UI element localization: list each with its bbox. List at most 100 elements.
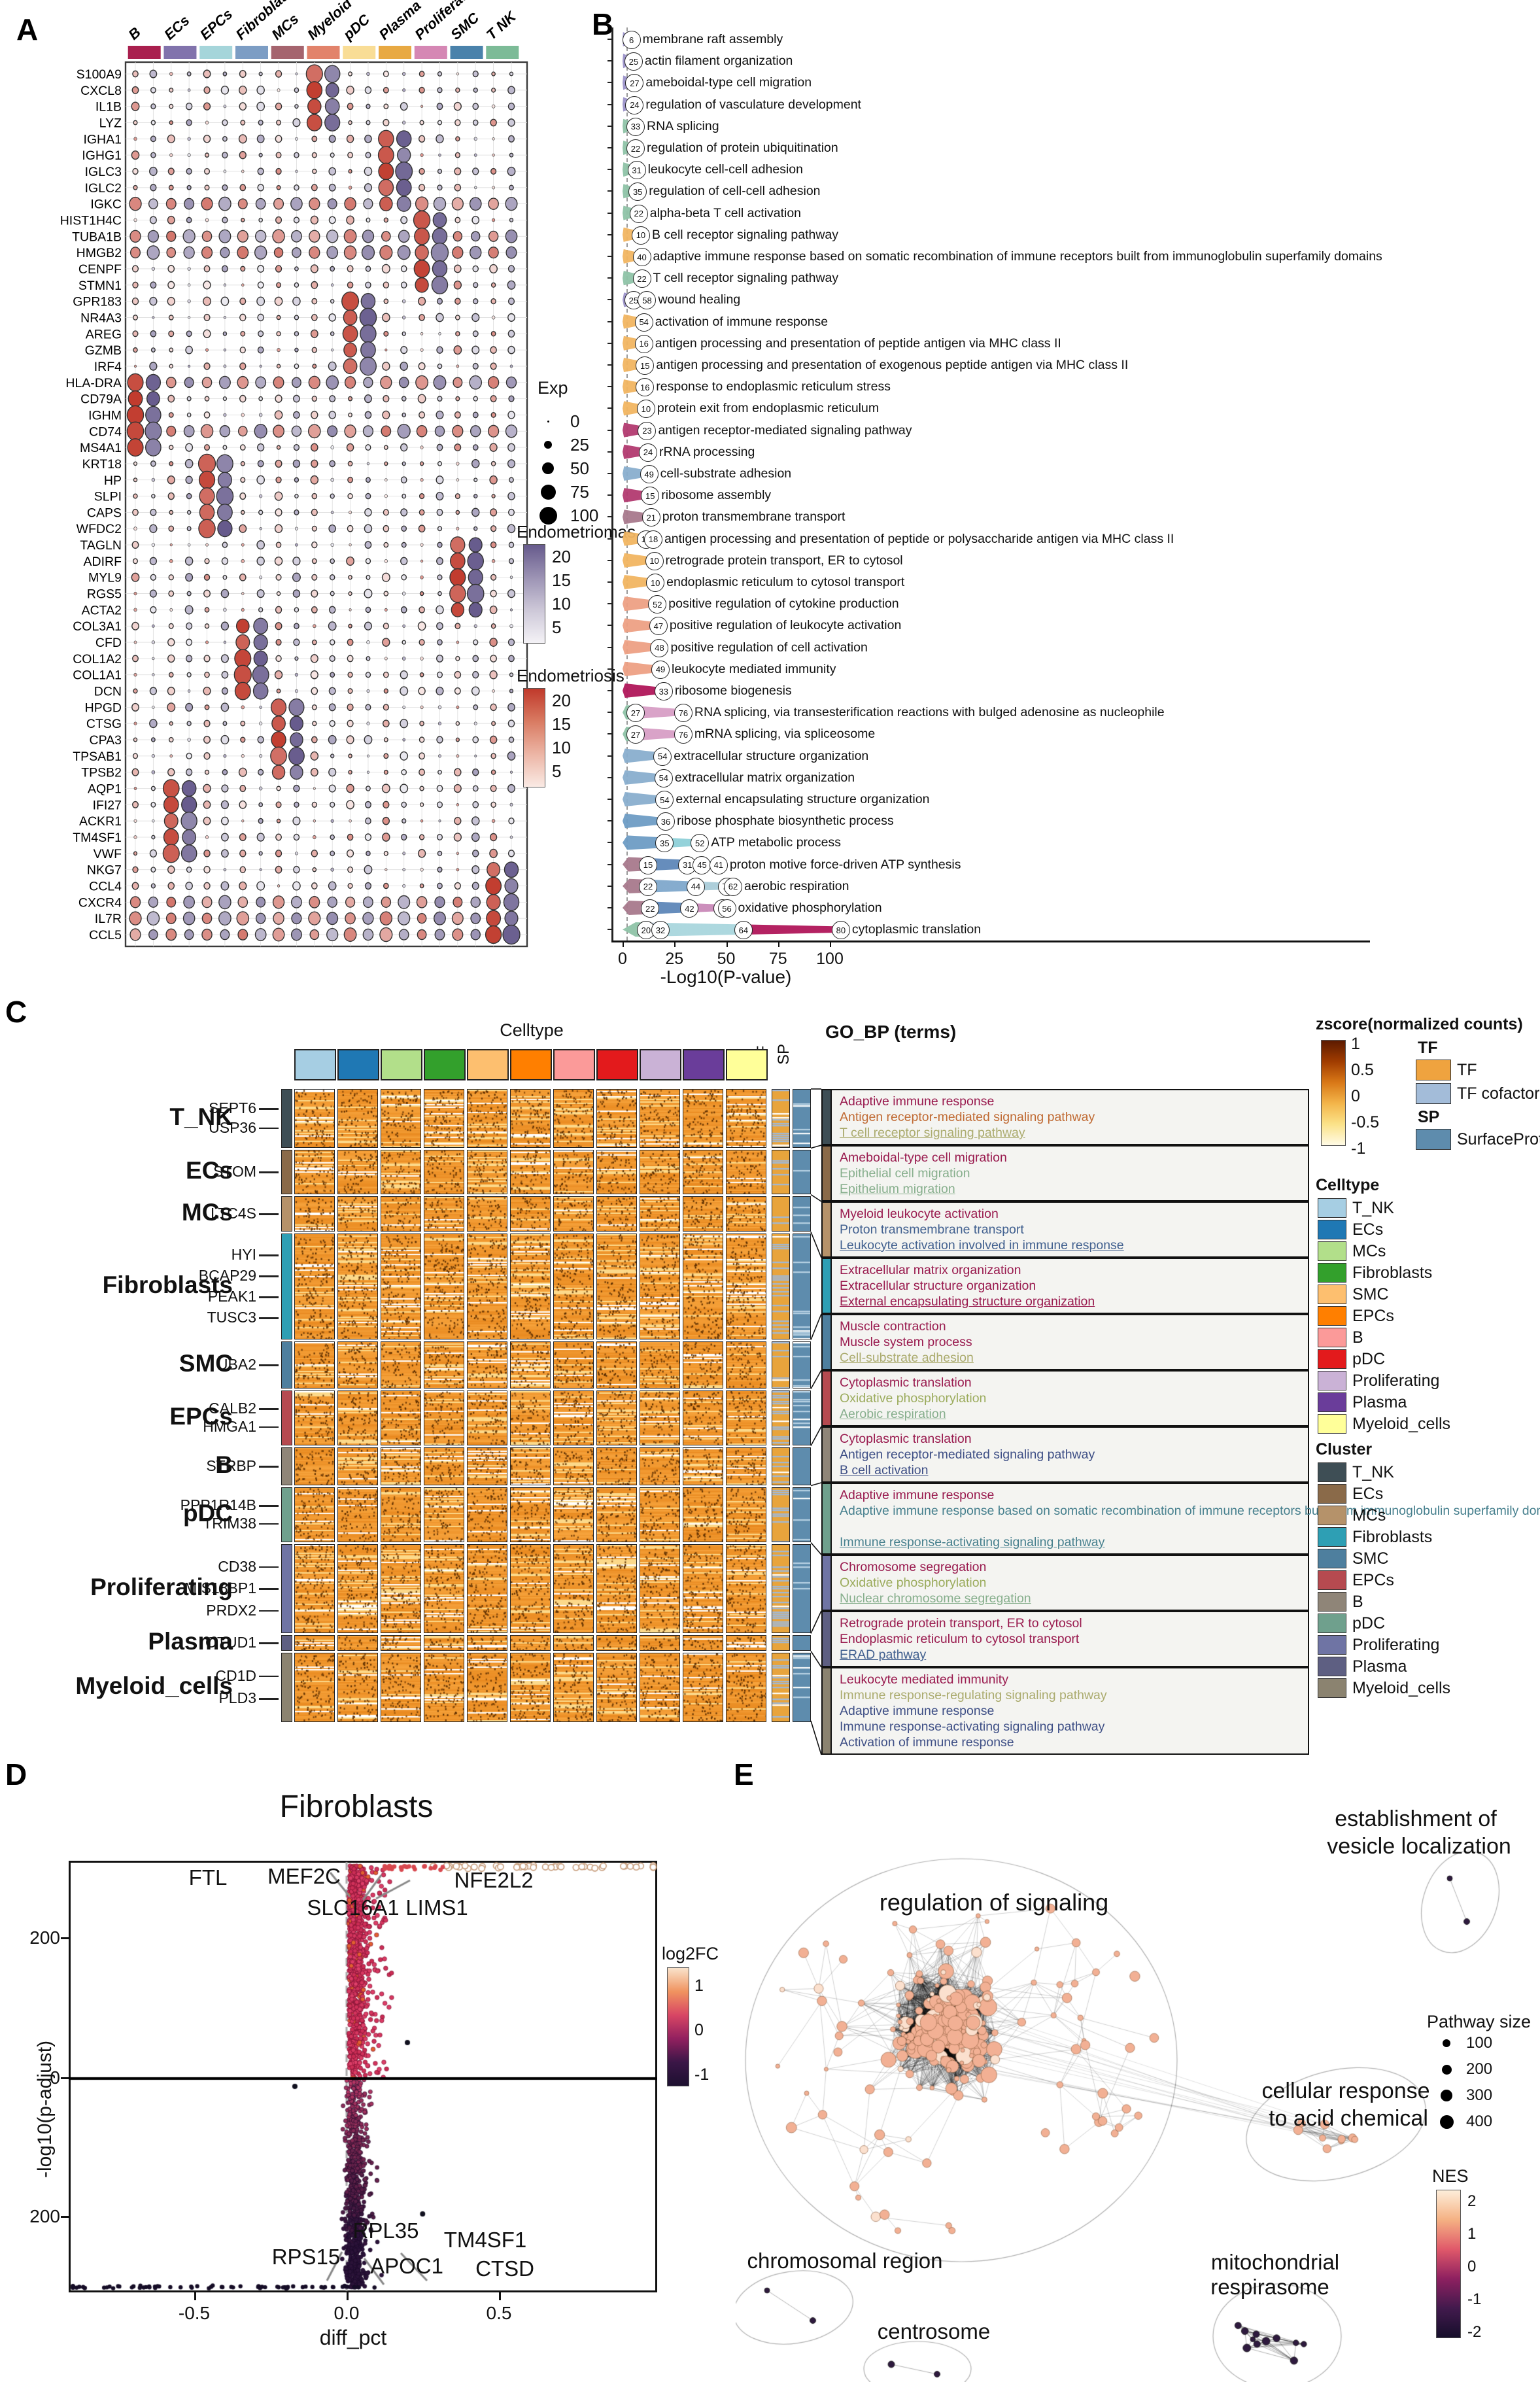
go-terms-box: Myeloid leukocyte activation Proton trans…	[821, 1201, 1309, 1258]
network-canvas	[736, 1766, 1540, 2382]
heatmap-gene-tick	[259, 1275, 279, 1277]
exp-size-tick-label: 50	[570, 458, 589, 478]
heatmap-block	[337, 1341, 378, 1389]
cluster-legend-label: ECs	[1352, 1485, 1384, 1503]
go-term-bar	[623, 922, 840, 937]
barplot-row-tick	[607, 147, 611, 148]
barplot-row-tick	[607, 799, 611, 800]
heatmap-block	[510, 1341, 551, 1389]
svg-text:ECs: ECs	[161, 12, 193, 43]
heatmap-block	[381, 1150, 421, 1194]
go-terms-box: Retrograde protein transport, ER to cyto…	[821, 1611, 1309, 1667]
cluster-legend-swatch	[1318, 1657, 1346, 1676]
heatmap-block	[381, 1341, 421, 1389]
svg-text:NR4A3: NR4A3	[80, 311, 122, 325]
heatmap-block	[640, 1487, 680, 1542]
go-terms-box-cluster-tab	[821, 1483, 832, 1555]
barplot-row-tick	[607, 863, 611, 865]
barplot-x-tick	[830, 941, 831, 947]
heatmap-celltype-header-block	[337, 1049, 379, 1080]
heatmap-block	[596, 1447, 637, 1485]
heatmap-block	[381, 1234, 421, 1339]
svg-text:CENPF: CENPF	[78, 262, 122, 277]
go-term-text: Cell-substrate adhesion	[840, 1351, 974, 1365]
svg-text:ACTA2: ACTA2	[82, 603, 122, 617]
heatmap-gene-tick	[259, 1296, 279, 1298]
heatmap-block	[467, 1447, 507, 1485]
celltype-legend-label: T_NK	[1352, 1199, 1394, 1217]
zscore-legend-title: zscore(normalized counts)	[1316, 1015, 1523, 1033]
endometriomas-legend-title: Endometriomas	[517, 522, 636, 542]
heatmap-block	[381, 1653, 421, 1722]
heatmap-block	[337, 1653, 378, 1722]
heatmap-block	[510, 1487, 551, 1542]
heatmap-gene-label: USP36	[209, 1118, 256, 1136]
heatmap-block	[381, 1635, 421, 1651]
svg-text:TPSAB1: TPSAB1	[73, 750, 122, 764]
heatmap-block	[294, 1487, 335, 1542]
svg-text:WFDC2: WFDC2	[77, 522, 122, 536]
svg-text:RGS5: RGS5	[87, 587, 122, 602]
heatmap-celltype-title: Celltype	[500, 1020, 564, 1040]
go-term-count-badge: 18	[643, 530, 662, 549]
svg-text:DCN: DCN	[94, 685, 122, 699]
exp-size-dot	[547, 420, 549, 423]
nes-tick-label: 2	[1467, 2192, 1477, 2210]
go-term-label: leukocyte mediated immunity	[672, 661, 836, 676]
heatmap-gene-label: CALB2	[209, 1400, 256, 1417]
celltype-legend-label: pDC	[1352, 1350, 1386, 1368]
go-term-label: actin filament organization	[644, 54, 793, 69]
go-terms-box-cluster-tab	[821, 1611, 832, 1667]
volcano-y-tick	[61, 2077, 69, 2079]
go-terms-box-cluster-tab	[821, 1370, 832, 1426]
go-term-count-badge: 6	[622, 31, 641, 49]
heatmap-gene-label: BCAP29	[198, 1267, 256, 1284]
endometriosis-tick-label: 20	[552, 691, 571, 710]
network-cluster-label: cellular response	[1261, 2079, 1430, 2103]
svg-text:IRF4: IRF4	[94, 360, 122, 374]
heatmap-block	[294, 1390, 335, 1445]
cluster-legend-label: SMC	[1352, 1549, 1389, 1568]
heatmap-cluster-sidebar	[281, 1635, 292, 1651]
heatmap-cluster-sidebar	[281, 1089, 292, 1148]
go-term-count-badge: 35	[628, 182, 647, 201]
heatmap-block	[294, 1635, 335, 1651]
svg-text:EPCs: EPCs	[197, 6, 235, 43]
exp-size-dot	[539, 506, 557, 525]
heatmap-gene-label: STOM	[213, 1163, 256, 1180]
heatmap-block	[683, 1487, 723, 1542]
heatmap-block	[726, 1544, 766, 1633]
network-cluster-label: mitochondrial	[1210, 2250, 1340, 2274]
heatmap-block	[640, 1635, 680, 1651]
barplot-row-tick	[607, 842, 611, 844]
heatmap-block	[596, 1390, 637, 1445]
barplot-row-tick	[607, 169, 611, 171]
celltype-legend-label: SMC	[1352, 1285, 1389, 1303]
go-term-label: B cell receptor signaling pathway	[651, 227, 839, 242]
heatmap-block	[640, 1089, 680, 1148]
go-term-count-badge: 45	[693, 855, 711, 874]
heatmap-block	[510, 1635, 551, 1651]
volcano-x-axis-title: diff_pct	[319, 2326, 387, 2349]
heatmap-block	[337, 1487, 378, 1542]
heatmap-block	[424, 1234, 464, 1339]
go-term-count-badge: 27	[626, 725, 645, 744]
heatmap-block	[381, 1196, 421, 1232]
exp-size-tick-label: 75	[570, 482, 589, 502]
barplot-row-tick	[607, 407, 611, 409]
zscore-tick-label: -0.5	[1351, 1113, 1380, 1131]
celltype-legend-swatch	[1318, 1220, 1346, 1239]
cluster-legend-label: MCs	[1352, 1506, 1386, 1525]
tf-legend-label: TF	[1457, 1061, 1477, 1079]
volcano-y-tick-label: 200	[29, 2206, 60, 2226]
sp-annotation-column	[793, 1089, 811, 1148]
svg-text:HPGD: HPGD	[85, 700, 122, 715]
heatmap-block	[553, 1447, 594, 1485]
pathway-size-label: 100	[1466, 2034, 1493, 2052]
go-term-count-badge: 27	[625, 74, 644, 93]
go-term-text: Extracellular structure organization	[840, 1279, 1036, 1293]
go-terms-box-cluster-tab	[821, 1145, 832, 1201]
go-term-text: Muscle system process	[840, 1335, 972, 1349]
tf-annotation-column	[772, 1653, 790, 1722]
